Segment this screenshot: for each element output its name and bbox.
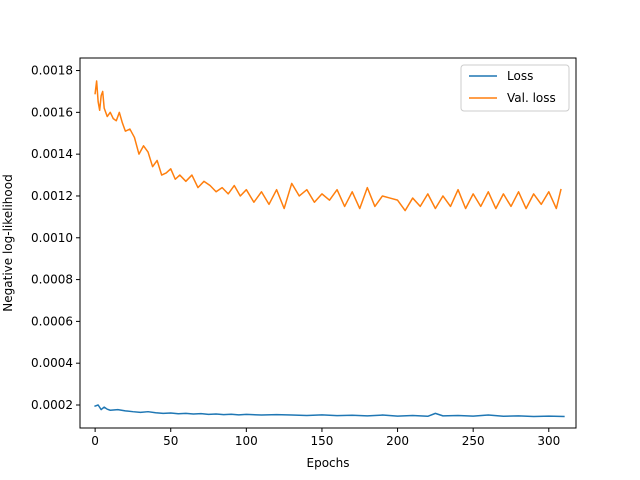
y-axis-label: Negative log-likelihood — [1, 174, 15, 311]
x-axis: 0 50 100 150 200 250 300 — [91, 428, 560, 448]
y-tick-label: 0.0010 — [31, 231, 73, 245]
series-line-val-loss — [94, 80, 562, 212]
legend: Loss Val. loss — [460, 64, 570, 112]
y-tick-label: 0.0016 — [31, 105, 73, 119]
x-tick-label: 200 — [386, 434, 409, 448]
plot-area — [94, 80, 565, 418]
x-tick-label: 100 — [235, 434, 258, 448]
x-tick-label: 250 — [462, 434, 485, 448]
legend-label: Loss — [507, 69, 533, 83]
x-tick-label: 300 — [537, 434, 560, 448]
y-tick-label: 0.0012 — [31, 189, 73, 203]
y-axis: 0.0002 0.0004 0.0006 0.0008 0.0010 0.0012 0.00… — [31, 64, 80, 412]
y-tick-label: 0.0002 — [31, 398, 73, 412]
series-layer — [94, 80, 565, 418]
legend-label: Val. loss — [507, 91, 556, 105]
y-tick-label: 0.0004 — [31, 356, 73, 370]
plot-frame — [79, 57, 577, 429]
series-line-loss — [94, 404, 565, 418]
y-tick-label: 0.0006 — [31, 314, 73, 328]
y-tick-label: 0.0018 — [31, 64, 73, 78]
x-axis-label: Epochs — [307, 456, 350, 470]
x-tick-label: 150 — [310, 434, 333, 448]
y-tick-label: 0.0008 — [31, 273, 73, 287]
x-tick-label: 0 — [91, 434, 99, 448]
y-tick-label: 0.0014 — [31, 147, 73, 161]
x-tick-label: 50 — [163, 434, 178, 448]
